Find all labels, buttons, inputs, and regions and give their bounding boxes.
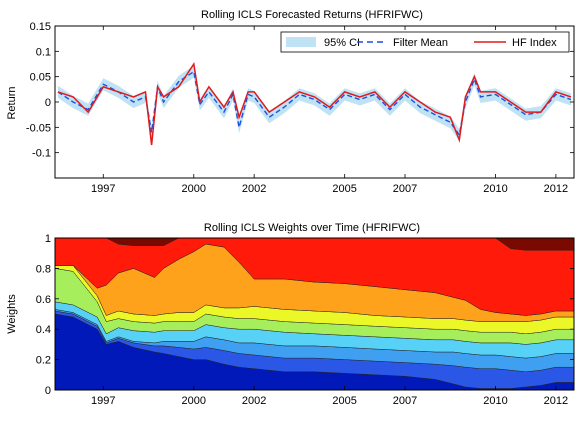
weights-areas-group [54,237,575,391]
returns-chart-title: Rolling ICLS Forecasted Returns (HFRIFWC… [201,9,423,21]
returns-y-tick-label: -0.05 [26,122,51,134]
filter-mean-line [57,70,572,137]
returns-x-tick-label: 2005 [332,183,356,195]
returns-x-tick-label: 2000 [182,183,206,195]
weights-x-tick-label: 2002 [242,395,266,407]
returns-x-tick-label: 2002 [242,183,266,195]
weights-x-tick-label: 2012 [544,395,568,407]
legend-box [280,31,570,53]
weights-y-tick-label: 1 [45,233,51,245]
returns-x-tick-label: 2007 [393,183,417,195]
returns-x-tick-label: 2010 [483,183,507,195]
legend-filter-label: Filter Mean [393,37,448,49]
weights-x-ticks: 1997 2000 2002 2005 2007 2010 2012 [91,386,568,407]
legend: 95% CI Filter Mean HF Index [280,31,570,53]
legend-ci-swatch [286,37,316,47]
weights-y-ticks: 0 0.2 0.4 0.6 0.8 1 [36,233,574,397]
returns-y-ticks: -0.1 -0.05 0 0.05 0.1 0.15 [26,21,574,160]
returns-y-tick-label: 0.05 [30,72,51,84]
returns-y-tick-label: 0 [45,97,51,109]
hf-index-line [57,61,572,146]
ci-band-group [58,65,571,141]
weights-x-tick-label: 2005 [332,395,356,407]
returns-x-tick-label: 2012 [544,183,568,195]
returns-lines-group [57,61,572,146]
weights-plot-area [54,237,575,391]
weights-chart: Rolling ICLS Weights over Time (HFRIFWC)… [6,222,575,407]
returns-chart: Rolling ICLS Forecasted Returns (HFRIFWC… [6,9,575,195]
weights-x-tick-label: 2000 [182,395,206,407]
weights-x-tick-label: 2007 [393,395,417,407]
weights-x-tick-label: 2010 [483,395,507,407]
weights-y-tick-label: 0.6 [36,294,51,306]
returns-y-tick-label: -0.1 [32,148,51,160]
weights-chart-title: Rolling ICLS Weights over Time (HFRIFWC) [204,222,420,234]
weights-y-tick-label: 0.8 [36,263,51,275]
weights-y-tick-label: 0.2 [36,355,51,367]
returns-x-tick-label: 1997 [91,183,115,195]
weights-y-axis-label: Weights [6,294,18,334]
returns-y-axis-label: Return [6,86,18,119]
returns-x-ticks: 1997 2000 2002 2005 2007 2010 2012 [91,26,568,195]
legend-ci-label: 95% CI [324,37,360,49]
returns-y-tick-label: 0.1 [36,46,51,58]
returns-y-tick-label: 0.15 [30,21,51,33]
weights-y-tick-label: 0.4 [36,324,51,336]
legend-hf-label: HF Index [512,37,557,49]
ci-band [58,65,571,141]
weights-x-tick-label: 1997 [91,395,115,407]
weights-y-tick-label: 0 [45,385,51,397]
